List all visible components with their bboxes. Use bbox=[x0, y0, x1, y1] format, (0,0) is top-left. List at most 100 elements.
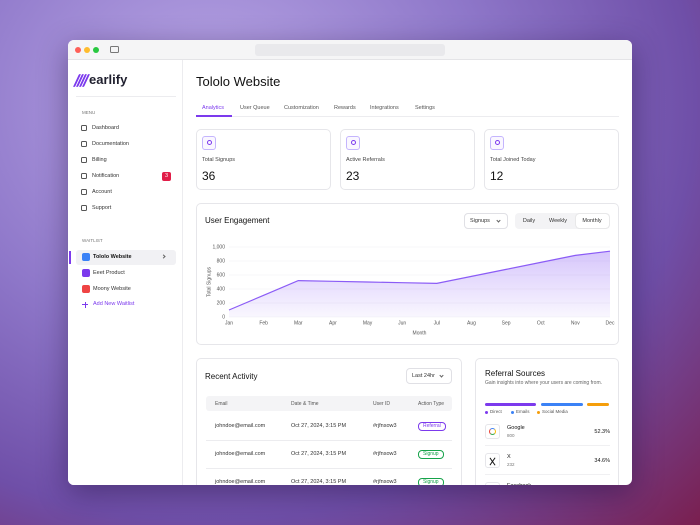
activity-title: Recent Activity bbox=[205, 372, 258, 382]
table-cell: Oct 27, 2024, 3:15 PM bbox=[291, 422, 347, 429]
menu-item[interactable]: Account bbox=[92, 188, 112, 195]
period-option[interactable]: Weekly bbox=[549, 217, 567, 224]
table-cell: #rjfnsow3 bbox=[373, 478, 397, 485]
table-cell: #rjfnsow3 bbox=[373, 422, 397, 429]
menu-icon bbox=[81, 189, 87, 195]
stat-glyph bbox=[206, 140, 212, 145]
referral-title: Referral Sources bbox=[485, 369, 546, 379]
menu-item[interactable]: Dashboard bbox=[92, 124, 119, 131]
column-header: User ID bbox=[373, 400, 390, 407]
source-count: 800 bbox=[507, 433, 515, 439]
waitlist-icon bbox=[82, 285, 90, 293]
page-title: Tololo Website bbox=[196, 74, 281, 90]
legend-dot bbox=[537, 410, 540, 414]
stat-card bbox=[196, 129, 331, 190]
waitlist-item[interactable]: Eeet Product bbox=[93, 269, 125, 276]
legend-dot bbox=[485, 410, 488, 414]
table-cell: johndoe@email.com bbox=[215, 422, 266, 429]
source-name: Facebook bbox=[507, 483, 531, 485]
sidebar-toggle[interactable] bbox=[110, 46, 119, 53]
stat-label: Total Joined Today bbox=[490, 156, 536, 163]
source-bar bbox=[587, 403, 609, 406]
tab[interactable]: User Queue bbox=[240, 104, 270, 111]
menu-item[interactable]: Billing bbox=[92, 156, 107, 163]
source-bar bbox=[541, 403, 583, 406]
stat-card bbox=[484, 129, 619, 190]
row-divider bbox=[206, 440, 452, 441]
column-header: Date & Time bbox=[291, 400, 319, 407]
table-cell: Oct 27, 2024, 3:15 PM bbox=[291, 478, 347, 485]
menu-item[interactable]: Support bbox=[92, 204, 112, 211]
action-pill: Referral bbox=[418, 421, 446, 431]
brand: earlify bbox=[89, 72, 128, 88]
source-name: Google bbox=[507, 424, 525, 431]
engagement-title: User Engagement bbox=[205, 216, 270, 226]
menu-icon bbox=[81, 173, 87, 179]
waitlist-item[interactable]: Moony Website bbox=[93, 285, 131, 292]
menu-item[interactable]: Notification bbox=[92, 172, 120, 179]
legend-label: Social Media bbox=[542, 409, 568, 415]
activity-card bbox=[196, 358, 462, 485]
column-header: Action Type bbox=[418, 400, 445, 407]
stat-label: Active Referrals bbox=[346, 156, 385, 163]
period-option[interactable]: Daily bbox=[522, 217, 536, 224]
source-icon bbox=[485, 453, 500, 468]
tab[interactable]: Analytics bbox=[202, 104, 225, 111]
tab[interactable]: Settings bbox=[415, 104, 435, 111]
table-header bbox=[206, 396, 452, 411]
add-waitlist[interactable]: Add New Waitlist bbox=[93, 300, 135, 307]
google-logo bbox=[489, 428, 496, 435]
tab[interactable]: Rewards bbox=[334, 104, 356, 111]
period-option[interactable]: Monthly bbox=[582, 217, 602, 224]
waitlist-icon bbox=[82, 269, 90, 277]
source-icon bbox=[485, 482, 500, 485]
filter-label: Last 24hr bbox=[412, 372, 435, 379]
stat-label: Total Signups bbox=[202, 156, 236, 163]
legend-dot bbox=[511, 410, 514, 414]
waitlist-heading: WAITLIST bbox=[82, 238, 103, 244]
menu-item[interactable]: Documentation bbox=[92, 140, 129, 147]
source-count: 232 bbox=[507, 462, 515, 468]
table-cell: johndoe@email.com bbox=[215, 450, 266, 457]
address-bar[interactable] bbox=[255, 44, 445, 56]
period-selected bbox=[576, 214, 609, 228]
column-header: Email bbox=[215, 400, 228, 407]
source-bar bbox=[485, 403, 536, 406]
legend-label: Direct bbox=[490, 409, 502, 415]
close-button[interactable] bbox=[75, 47, 81, 53]
dropdown[interactable] bbox=[464, 213, 508, 229]
referral-subtitle: Gain insights into where your users are … bbox=[485, 380, 602, 386]
minimize-button[interactable] bbox=[84, 47, 90, 53]
waitlist-item[interactable]: Tololo Website bbox=[93, 253, 132, 260]
tab-divider bbox=[196, 116, 619, 117]
action-pill: Signup bbox=[418, 477, 444, 485]
waitlist-icon bbox=[82, 253, 90, 261]
selected-indicator bbox=[69, 251, 71, 264]
browser-window: 0 200 400 600 800 1,000 Jan Feb Mar Apr May Jun Jul A… bbox=[68, 40, 632, 485]
tab[interactable]: Integrations bbox=[370, 104, 399, 111]
row-divider bbox=[206, 468, 452, 469]
menu-icon bbox=[81, 157, 87, 163]
plus-v bbox=[84, 301, 86, 308]
tab-underline bbox=[196, 115, 232, 117]
stat-value: 12 bbox=[490, 168, 504, 183]
tab[interactable]: Customization bbox=[284, 104, 319, 111]
selected-waitlist bbox=[76, 250, 176, 265]
table-cell: #rjfnsow3 bbox=[373, 450, 397, 457]
stat-glyph bbox=[350, 140, 356, 145]
source-share: 52.3% bbox=[594, 428, 610, 435]
legend-label: Emails bbox=[516, 409, 530, 415]
table-cell: Oct 27, 2024, 3:15 PM bbox=[291, 450, 347, 457]
source-name: X bbox=[507, 453, 511, 460]
stat-card bbox=[340, 129, 475, 190]
source-share: 34.6% bbox=[594, 457, 610, 464]
window-content: 0 200 400 600 800 1,000 Jan Feb Mar Apr May Jun Jul A… bbox=[68, 40, 632, 485]
zoom-button[interactable] bbox=[93, 47, 99, 53]
menu-icon bbox=[81, 205, 87, 211]
source-divider bbox=[485, 474, 610, 475]
notification-badge: 3 bbox=[162, 172, 171, 181]
filter[interactable] bbox=[406, 368, 452, 384]
action-pill: Signup bbox=[418, 449, 444, 459]
stat-value: 23 bbox=[346, 168, 360, 183]
